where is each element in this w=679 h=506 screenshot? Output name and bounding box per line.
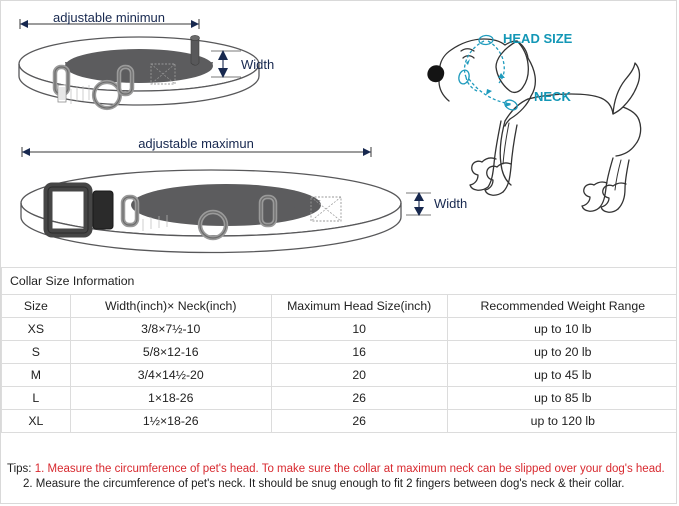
svg-text:Width: Width — [434, 196, 467, 211]
svg-text:adjustable maximun: adjustable maximun — [138, 136, 254, 151]
svg-text:HEAD SIZE: HEAD SIZE — [503, 31, 573, 46]
svg-text:Width: Width — [241, 57, 274, 72]
svg-text:NECK: NECK — [534, 89, 571, 104]
svg-text:adjustable minimun: adjustable minimun — [53, 10, 165, 25]
